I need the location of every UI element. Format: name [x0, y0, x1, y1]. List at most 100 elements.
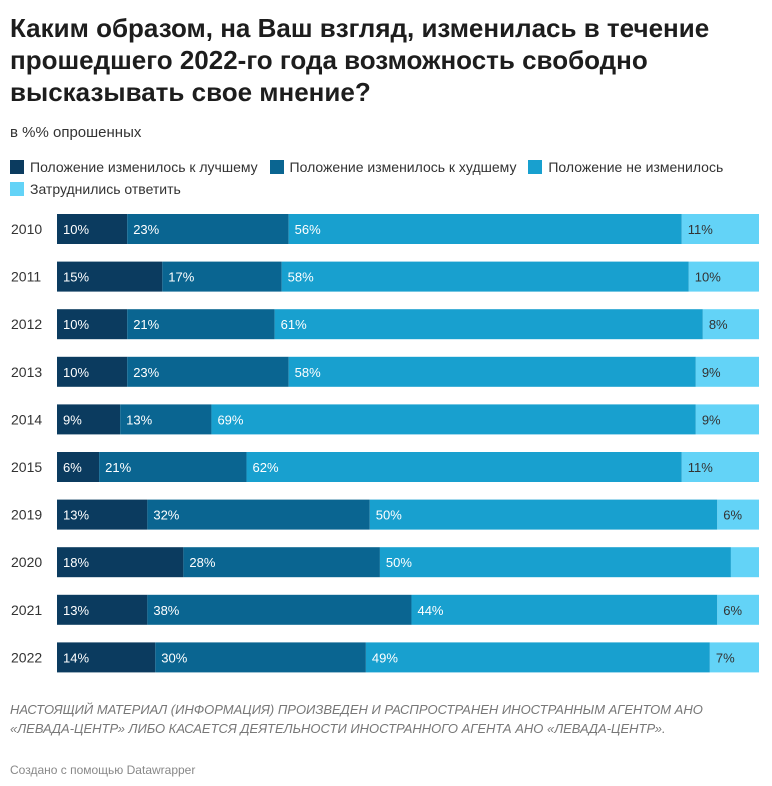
- bar-segment: [695, 356, 759, 387]
- data-label: 17%: [168, 270, 194, 285]
- data-label: 21%: [105, 460, 131, 475]
- data-label: 11%: [688, 460, 713, 475]
- bar-segment: [99, 452, 247, 482]
- bar-segment: [369, 499, 718, 530]
- bar-segment: [695, 404, 759, 435]
- data-label: 50%: [386, 555, 412, 570]
- legend-label-same: Положение не изменилось: [548, 159, 724, 175]
- bar-segment: [147, 594, 412, 625]
- bar-segment: [288, 356, 696, 387]
- bar-segment: [702, 309, 759, 340]
- data-label: 15%: [63, 270, 89, 285]
- data-label: 10%: [63, 317, 89, 332]
- bar-segment: [365, 642, 710, 673]
- legend-swatch-worse: [269, 160, 284, 174]
- legend-label-worse: Положение изменилось к худшему: [289, 159, 517, 175]
- category-label: 2011: [11, 269, 41, 285]
- bar-segment: [411, 594, 718, 625]
- bar-segment: [57, 261, 163, 292]
- data-label: 9%: [702, 412, 721, 427]
- data-label: 9%: [702, 365, 721, 380]
- legend-swatch-hard: [10, 182, 24, 196]
- data-label: 11%: [688, 222, 713, 237]
- bar-segment: [155, 642, 366, 673]
- bar-segment: [281, 261, 689, 292]
- legend-item-worse: Положение изменилось к худшему: [269, 159, 517, 175]
- bar-segment: [127, 309, 275, 340]
- legend-item-better: Положение изменилось к лучшему: [10, 159, 258, 175]
- chart-title: Каким образом, на Ваш взгляд, изменилась…: [10, 13, 710, 107]
- category-label: 2015: [11, 459, 42, 475]
- legend-item-same: Положение не изменилось: [528, 159, 723, 175]
- data-label: 61%: [281, 317, 307, 332]
- bar-segment: [688, 261, 759, 292]
- bar-segment: [717, 499, 759, 530]
- data-label: 23%: [133, 222, 159, 237]
- credit-line: Создано с помощью Datawrapper: [10, 763, 196, 777]
- legend: Положение изменилось к лучшему Положение…: [10, 156, 750, 200]
- legend-swatch-better: [10, 160, 24, 174]
- data-label: 18%: [63, 555, 89, 570]
- data-label: 6%: [63, 460, 82, 475]
- stacked-bar-chart: 2010 10% 23% 56% 11% 2011 15% 17% 58% 10% 2012 10% 2…: [11, 214, 759, 673]
- bar-segment: [57, 642, 156, 673]
- bar-segment: [127, 356, 289, 387]
- data-label: 10%: [63, 222, 89, 237]
- legend-label-hard: Затруднились ответить: [30, 181, 181, 197]
- bar-segment: [120, 404, 212, 435]
- data-label: 69%: [217, 412, 243, 427]
- bar-segment: [709, 642, 759, 673]
- data-label: 14%: [63, 650, 89, 665]
- data-label: 28%: [189, 555, 215, 570]
- data-label: 56%: [295, 222, 321, 237]
- bar-segment: [57, 452, 100, 482]
- bar-segment: [183, 547, 380, 578]
- disclaimer-note: НАСТОЯЩИЙ МАТЕРИАЛ (ИНФОРМАЦИЯ) ПРОИЗВЕД…: [10, 702, 703, 736]
- legend-label-better: Положение изменилось к лучшему: [30, 159, 258, 175]
- bar-segment: [57, 499, 148, 530]
- category-label: 2020: [11, 554, 42, 570]
- bar-segment: [246, 452, 682, 482]
- data-label: 8%: [709, 317, 728, 332]
- data-label: 30%: [161, 650, 187, 665]
- bar-segment: [717, 594, 759, 625]
- data-label: 13%: [63, 508, 89, 523]
- bar-segment: [57, 309, 128, 340]
- bar-segment: [288, 214, 682, 244]
- data-label: 6%: [723, 508, 742, 523]
- bar-segment: [57, 547, 184, 578]
- bar-segment: [274, 309, 703, 340]
- data-label: 44%: [417, 603, 443, 618]
- data-label: 58%: [295, 365, 321, 380]
- data-label: 9%: [63, 412, 82, 427]
- category-label: 2021: [11, 602, 42, 618]
- data-label: 23%: [133, 365, 159, 380]
- data-label: 50%: [376, 508, 402, 523]
- bar-segment: [57, 214, 128, 244]
- legend-item-hard: Затруднились ответить: [10, 181, 181, 197]
- data-label: 6%: [723, 603, 742, 618]
- bar-segment: [147, 499, 370, 530]
- data-label: 7%: [716, 650, 735, 665]
- data-label: 32%: [153, 508, 179, 523]
- data-label: 21%: [133, 317, 159, 332]
- data-label: 58%: [288, 270, 314, 285]
- bar-segment: [681, 452, 759, 482]
- chart-subtitle: в %% опрошенных: [10, 124, 142, 141]
- legend-swatch-same: [528, 160, 543, 174]
- data-label: 13%: [126, 412, 152, 427]
- data-label: 62%: [253, 460, 279, 475]
- category-label: 2010: [11, 221, 42, 237]
- category-label: 2012: [11, 316, 42, 332]
- category-label: 2013: [11, 364, 42, 380]
- bar-segment: [57, 594, 148, 625]
- data-label: 10%: [695, 270, 721, 285]
- data-label: 38%: [153, 603, 179, 618]
- bar-segment: [162, 261, 282, 292]
- bar-segment: [57, 356, 128, 387]
- bar-segment: [730, 547, 759, 578]
- data-label: 10%: [63, 365, 89, 380]
- category-label: 2019: [11, 507, 42, 523]
- data-label: 13%: [63, 603, 89, 618]
- bar-segment: [379, 547, 731, 578]
